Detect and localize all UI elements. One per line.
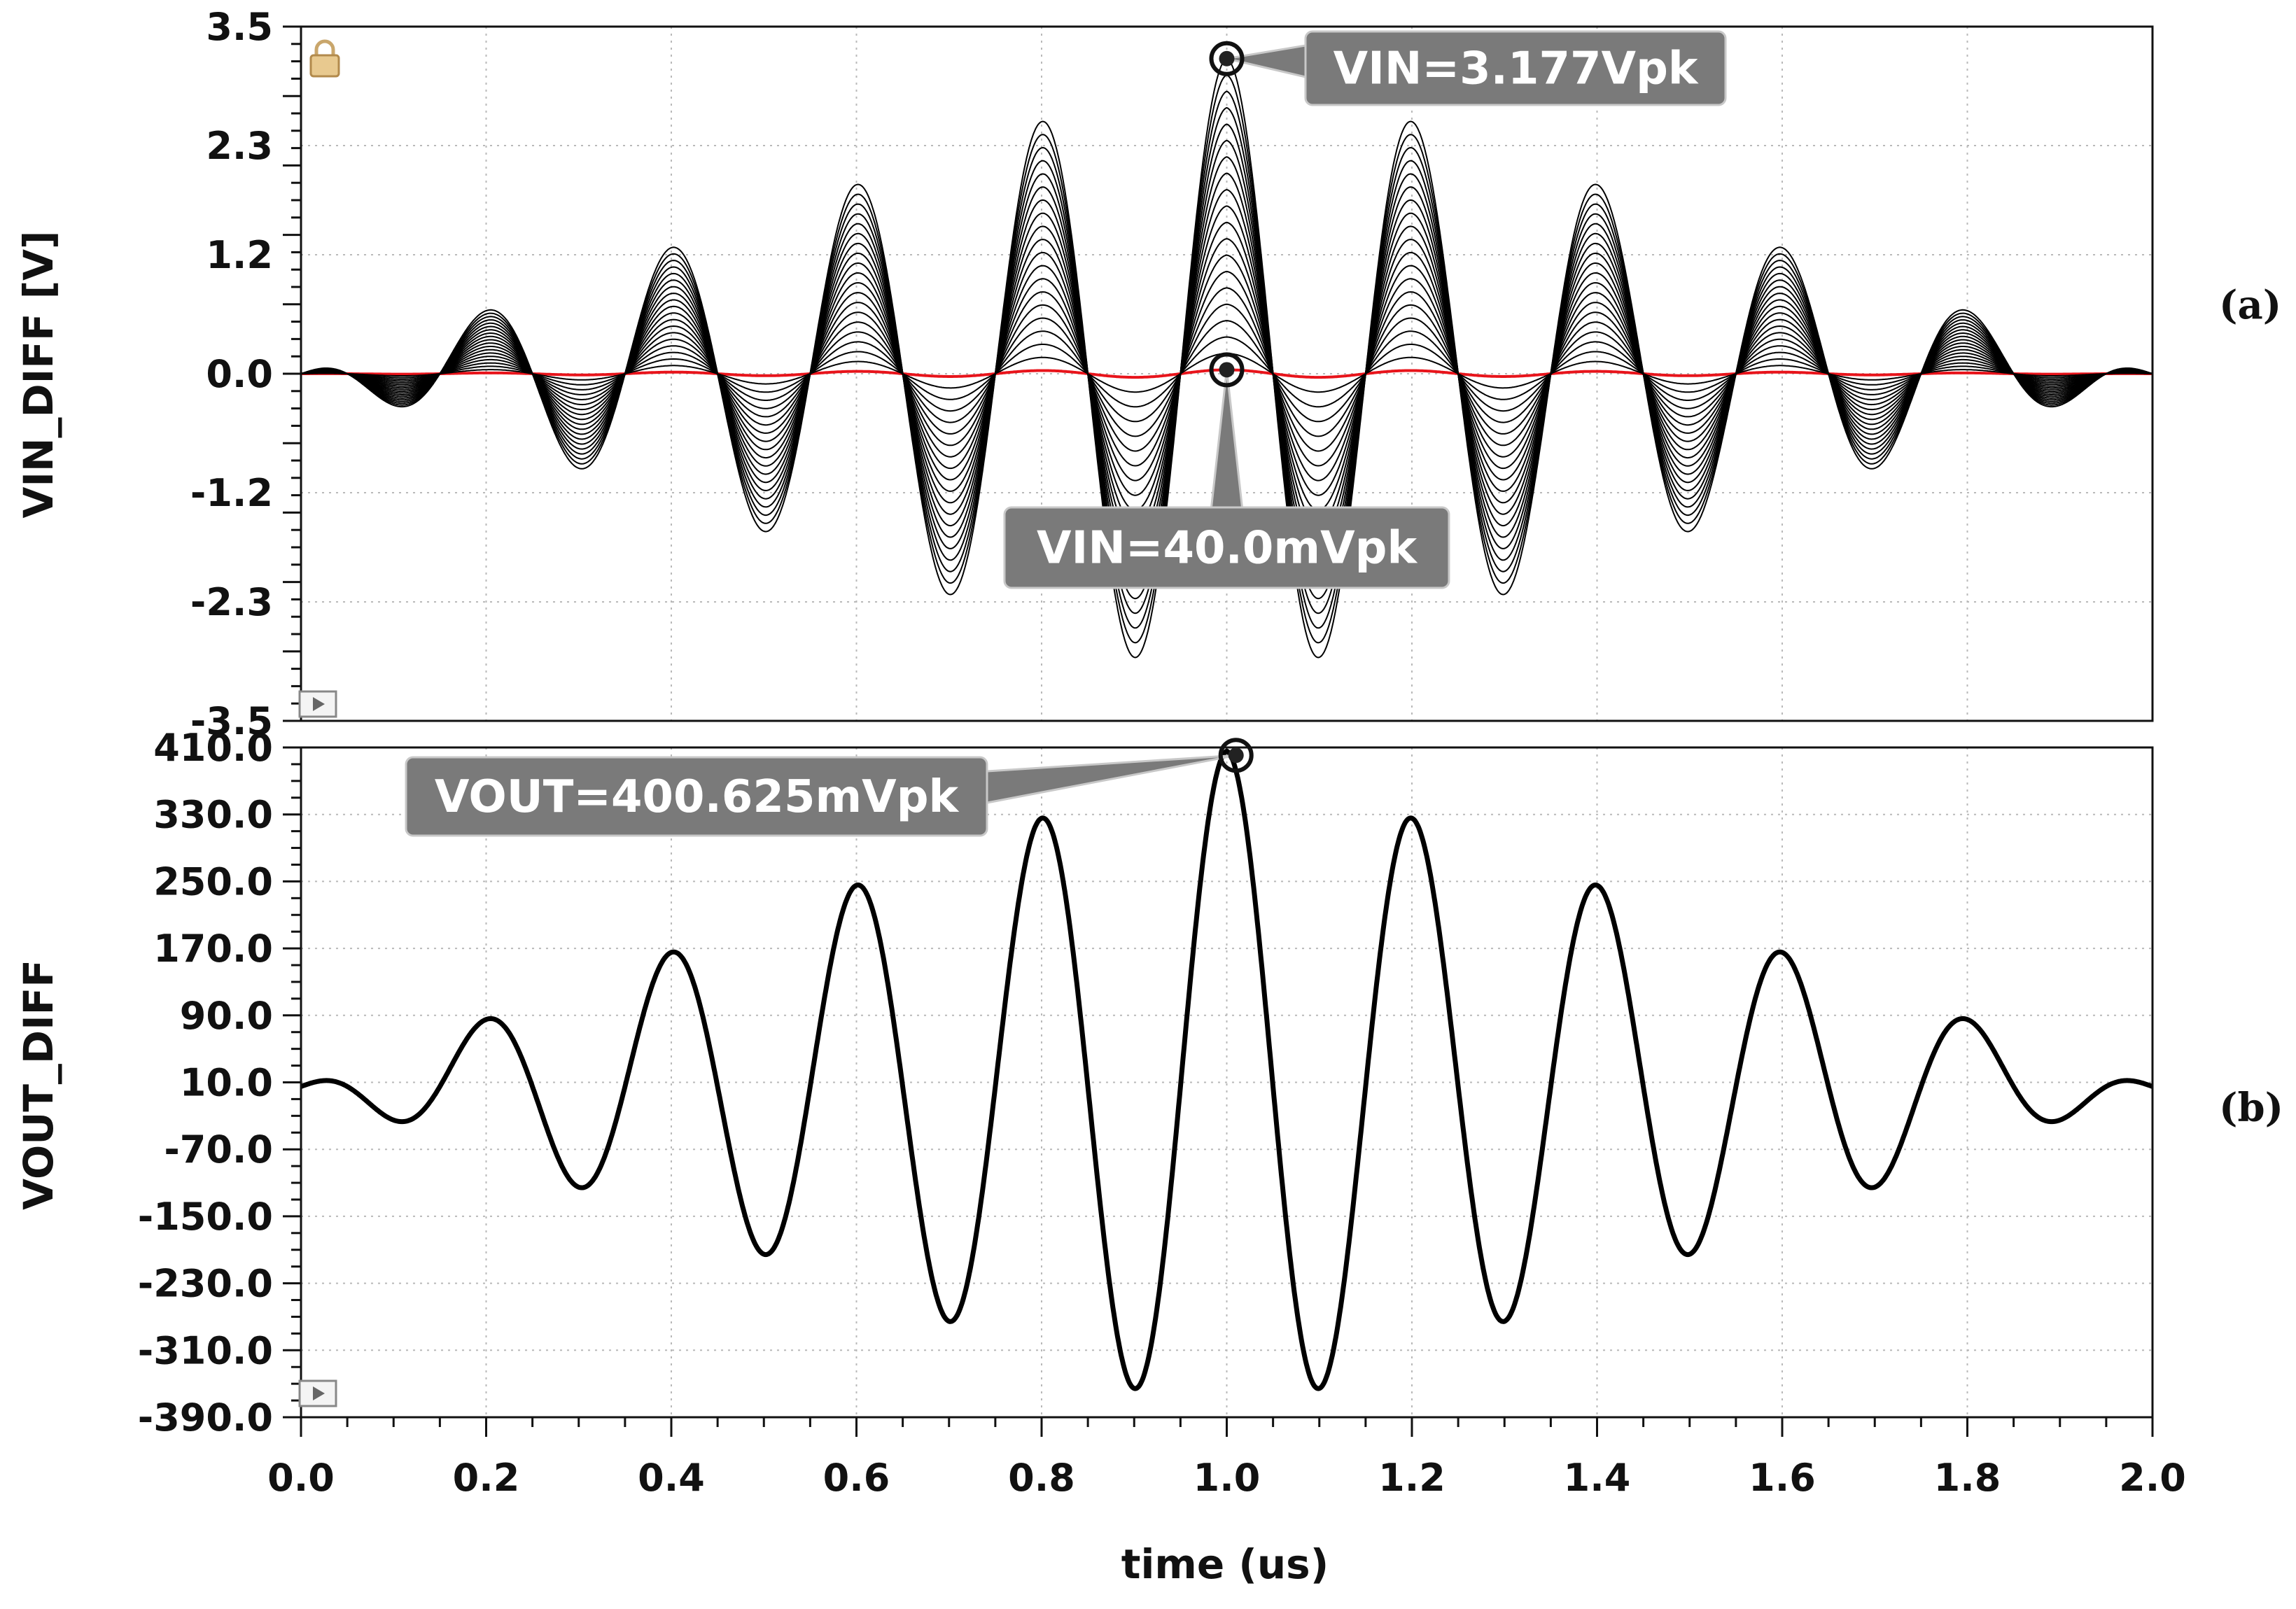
trace-sweep xyxy=(300,254,2153,482)
y-ticks-a: 3.5 2.3 1.2 0.0 -1.2 -2.3 -3.5 xyxy=(190,5,301,743)
marker-callout[interactable]: VIN=3.177Vpk xyxy=(1209,30,1727,106)
callout-box xyxy=(1304,30,1727,106)
marker-dot xyxy=(1228,747,1244,764)
trace-sweep xyxy=(300,106,2153,614)
y-axis-title-b: VOUT_DIFF xyxy=(15,960,62,1210)
trace-sweep xyxy=(300,172,2153,556)
marker-dot xyxy=(1219,50,1235,66)
marker-dot xyxy=(1219,362,1235,378)
y-tick-label: 410.0 xyxy=(153,726,273,770)
trace-sweep xyxy=(300,303,2153,437)
y-tick-label: 250.0 xyxy=(153,859,273,904)
trace-sweep xyxy=(300,123,2153,600)
panel-label-a: (a) xyxy=(2219,282,2281,328)
marker-ring xyxy=(1218,738,1254,773)
y-tick-label: 3.5 xyxy=(206,5,273,49)
marker-ring xyxy=(1209,41,1245,76)
trace-sweep xyxy=(300,320,2153,423)
grid-b xyxy=(300,747,2153,1418)
y-tick-label: -150.0 xyxy=(138,1195,273,1239)
x-tick-label: 1.4 xyxy=(1564,1456,1631,1500)
trace-sweep xyxy=(300,221,2153,511)
x-ticks-b: 0.0 0.2 0.4 0.6 0.8 1.0 1.2 1.4 1.6 1.8 2.0 xyxy=(267,1417,2186,1500)
x-tick-label: 0.8 xyxy=(1008,1456,1075,1500)
callout-pointer xyxy=(986,754,1237,804)
y-tick-label: -230.0 xyxy=(138,1262,273,1306)
y-tick-label: 330.0 xyxy=(153,793,273,837)
y-tick-label: 2.3 xyxy=(206,124,273,168)
markers-a: VIN=3.177Vpk VIN=40.0mVpk xyxy=(1003,30,1727,589)
trace-sweep xyxy=(300,336,2153,408)
marker-callout[interactable]: VOUT=400.625mVpk xyxy=(405,738,1254,837)
trace-sweep xyxy=(300,139,2153,585)
y-tick-label: -3.5 xyxy=(190,699,273,743)
y-axis-title-a: VIN_DIFF [V] xyxy=(15,230,62,518)
y-tick-label: 170.0 xyxy=(153,927,273,971)
marker-ring xyxy=(1209,352,1245,388)
y-tick-label: 1.2 xyxy=(206,233,273,277)
panel-label-b: (b) xyxy=(2219,1085,2283,1131)
x-tick-label: 1.0 xyxy=(1194,1456,1261,1500)
play-icon[interactable] xyxy=(298,690,337,718)
x-tick-label: 2.0 xyxy=(2119,1456,2186,1500)
x-tick-label: 0.6 xyxy=(823,1456,890,1500)
x-tick-label: 0.4 xyxy=(638,1456,705,1500)
y-tick-label: 90.0 xyxy=(180,994,273,1038)
trace-sweep xyxy=(300,156,2153,570)
x-axis-title: time (us) xyxy=(1121,1540,1329,1588)
x-tick-label: 0.2 xyxy=(453,1456,520,1500)
x-tick-label: 1.2 xyxy=(1378,1456,1446,1500)
panel-b: 410.0 330.0 250.0 170.0 90.0 10.0 -70.0 -150.0 -… xyxy=(15,726,2283,1588)
y-tick-label: -310.0 xyxy=(138,1328,273,1372)
trace-sweep xyxy=(300,205,2153,526)
markers-b: VOUT=400.625mVpk xyxy=(405,738,1254,837)
marker-label: VIN=40.0mVpk xyxy=(1037,523,1418,575)
y-ticks-b: 410.0 330.0 250.0 170.0 90.0 10.0 -70.0 -150.0 -… xyxy=(138,726,301,1440)
y-tick-label: -2.3 xyxy=(190,580,273,624)
trace-sweep xyxy=(300,270,2153,467)
trace-sweep xyxy=(300,287,2153,452)
marker-callout[interactable]: VIN=40.0mVpk xyxy=(1003,352,1450,589)
callout-box xyxy=(1003,506,1450,589)
trace-vout xyxy=(300,748,2154,1391)
x-tick-label: 1.8 xyxy=(1934,1456,2001,1500)
x-tick-label: 1.6 xyxy=(1749,1456,1816,1500)
marker-label: VOUT=400.625mVpk xyxy=(435,771,960,823)
lock-icon xyxy=(309,39,340,78)
trace-sweep xyxy=(300,90,2153,629)
y-tick-label: 10.0 xyxy=(180,1061,273,1105)
x-tick-label: 0.0 xyxy=(267,1456,335,1500)
trace-sweep xyxy=(300,238,2153,496)
y-tick-label: -70.0 xyxy=(164,1127,273,1172)
y-tick-label: -390.0 xyxy=(138,1396,273,1440)
y-tick-label: 0.0 xyxy=(206,352,273,396)
marker-label: VIN=3.177Vpk xyxy=(1334,43,1699,95)
traces-b xyxy=(300,748,2154,1391)
callout-pointer xyxy=(1210,370,1244,509)
play-icon[interactable] xyxy=(298,1379,337,1407)
y-tick-label: -1.2 xyxy=(190,471,273,515)
trace-sweep xyxy=(300,188,2153,540)
callout-box xyxy=(405,756,988,837)
panel-a: 3.5 2.3 1.2 0.0 -1.2 -2.3 -3.5 VIN_DIFF [V] (a… xyxy=(15,5,2281,743)
